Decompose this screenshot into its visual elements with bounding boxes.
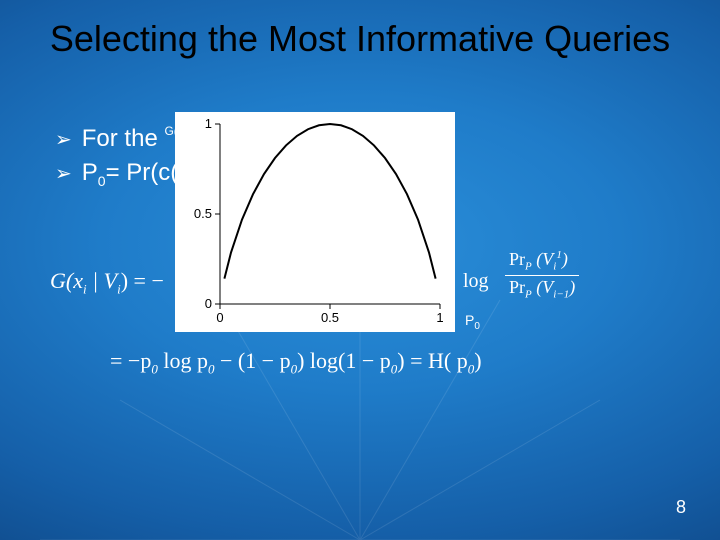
p0-label-text: P (465, 312, 474, 328)
page-title: Selecting the Most Informative Queries (0, 18, 720, 59)
eq1-g: G(x (50, 268, 83, 293)
eq-log: log (463, 270, 489, 293)
eq2-f: ) (474, 348, 481, 373)
entropy-chart: 0 0.5 1 0 0.5 1 (175, 112, 455, 332)
chevron-icon: ➢ (55, 161, 72, 186)
slide-number: 8 (676, 497, 686, 518)
svg-text:0.5: 0.5 (194, 206, 212, 221)
chevron-icon: ➢ (55, 127, 72, 152)
frac-num-paren: (V (536, 249, 553, 269)
svg-text:1: 1 (436, 310, 443, 325)
eq-line1-lhs: G(xi | Vi) = − (50, 268, 164, 297)
slide: Selecting the Most Informative Queries ➢… (0, 0, 720, 540)
eq2-a: = −p (110, 348, 151, 373)
svg-text:0.5: 0.5 (321, 310, 339, 325)
svg-text:0: 0 (205, 296, 212, 311)
p0-label-sub: 0 (474, 321, 480, 332)
eq2-d: ) log(1 − p (297, 348, 391, 373)
eq-frac-den: PrP (Vi−1) (505, 276, 579, 301)
frac-den-paren: (V (536, 277, 553, 297)
b2-p: P (82, 159, 98, 186)
frac-num-close: ) (562, 249, 568, 269)
frac-den-p: P (525, 288, 532, 300)
frac-num-p: P (525, 261, 532, 273)
svg-text:0: 0 (216, 310, 223, 325)
frac-num-pr: Pr (509, 249, 525, 269)
eq-frac-num: PrP (Vi1) (505, 250, 579, 276)
eq-fraction: PrP (Vi1) PrP (Vi−1) (505, 250, 579, 300)
svg-text:1: 1 (205, 116, 212, 131)
eq1-mid: | V (87, 268, 118, 293)
frac-den-sub2: −1 (556, 288, 569, 300)
x-axis-label: P0 (465, 312, 480, 332)
b2-sub: 0 (98, 173, 106, 189)
eq-log-text: log (463, 270, 489, 292)
frac-den-pr: Pr (509, 277, 525, 297)
eq2-e: ) = H( p (397, 348, 467, 373)
frac-den-close: ) (569, 277, 575, 297)
eq2-c: − (1 − p (214, 348, 290, 373)
bullet-1-prefix: For the (82, 125, 158, 152)
chart-svg: 0 0.5 1 0 0.5 1 (175, 112, 455, 332)
frac-num-i: i (553, 261, 556, 273)
eq-line2: = −p0 log p0 − (1 − p0) log(1 − p0) = H(… (110, 348, 482, 377)
eq2-b: log p (158, 348, 208, 373)
eq1-close: ) = − (121, 268, 164, 293)
